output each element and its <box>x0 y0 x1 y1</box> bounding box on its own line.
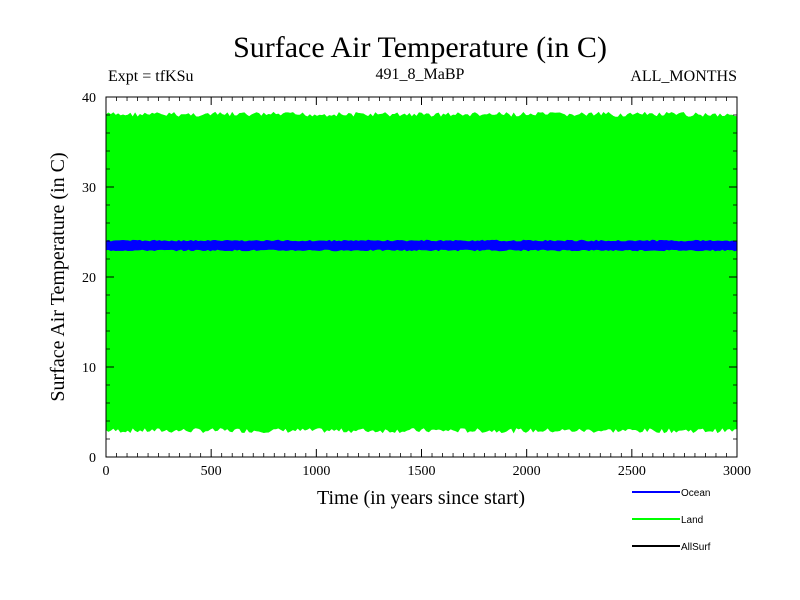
axis-ticks: 0 500 1000 1500 2000 2500 3000 0 10 20 30 40 <box>82 91 751 479</box>
legend-label-land: Land <box>681 515 703 526</box>
y-tick-label: 40 <box>82 91 96 106</box>
months-label: ALL_MONTHS <box>630 68 737 85</box>
chart-title: Surface Air Temperature (in C) <box>233 31 607 64</box>
x-axis-label: Time (in years since start) <box>317 487 525 509</box>
x-tick-label: 1500 <box>408 464 436 479</box>
x-tick-label: 3000 <box>723 464 751 479</box>
y-tick-label: 20 <box>82 271 96 286</box>
y-tick-label: 10 <box>82 361 96 376</box>
x-tick-label: 1000 <box>302 464 330 479</box>
x-tick-label: 0 <box>103 464 110 479</box>
x-tick-label: 2500 <box>618 464 646 479</box>
experiment-label: Expt = tfKSu <box>108 68 193 85</box>
y-tick-label: 30 <box>82 181 96 196</box>
y-tick-label: 0 <box>89 451 96 466</box>
series-layer <box>105 111 738 434</box>
x-tick-label: 500 <box>201 464 222 479</box>
period-label: 491_8_MaBP <box>376 66 465 83</box>
series-land <box>105 111 738 434</box>
legend-label-ocean: Ocean <box>681 488 710 499</box>
y-axis-label: Surface Air Temperature (in C) <box>47 152 69 401</box>
series-ocean <box>105 239 738 252</box>
legend-label-allsurf: AllSurf <box>681 542 711 553</box>
legend: Ocean Land AllSurf <box>632 488 711 553</box>
x-tick-label: 2000 <box>513 464 541 479</box>
